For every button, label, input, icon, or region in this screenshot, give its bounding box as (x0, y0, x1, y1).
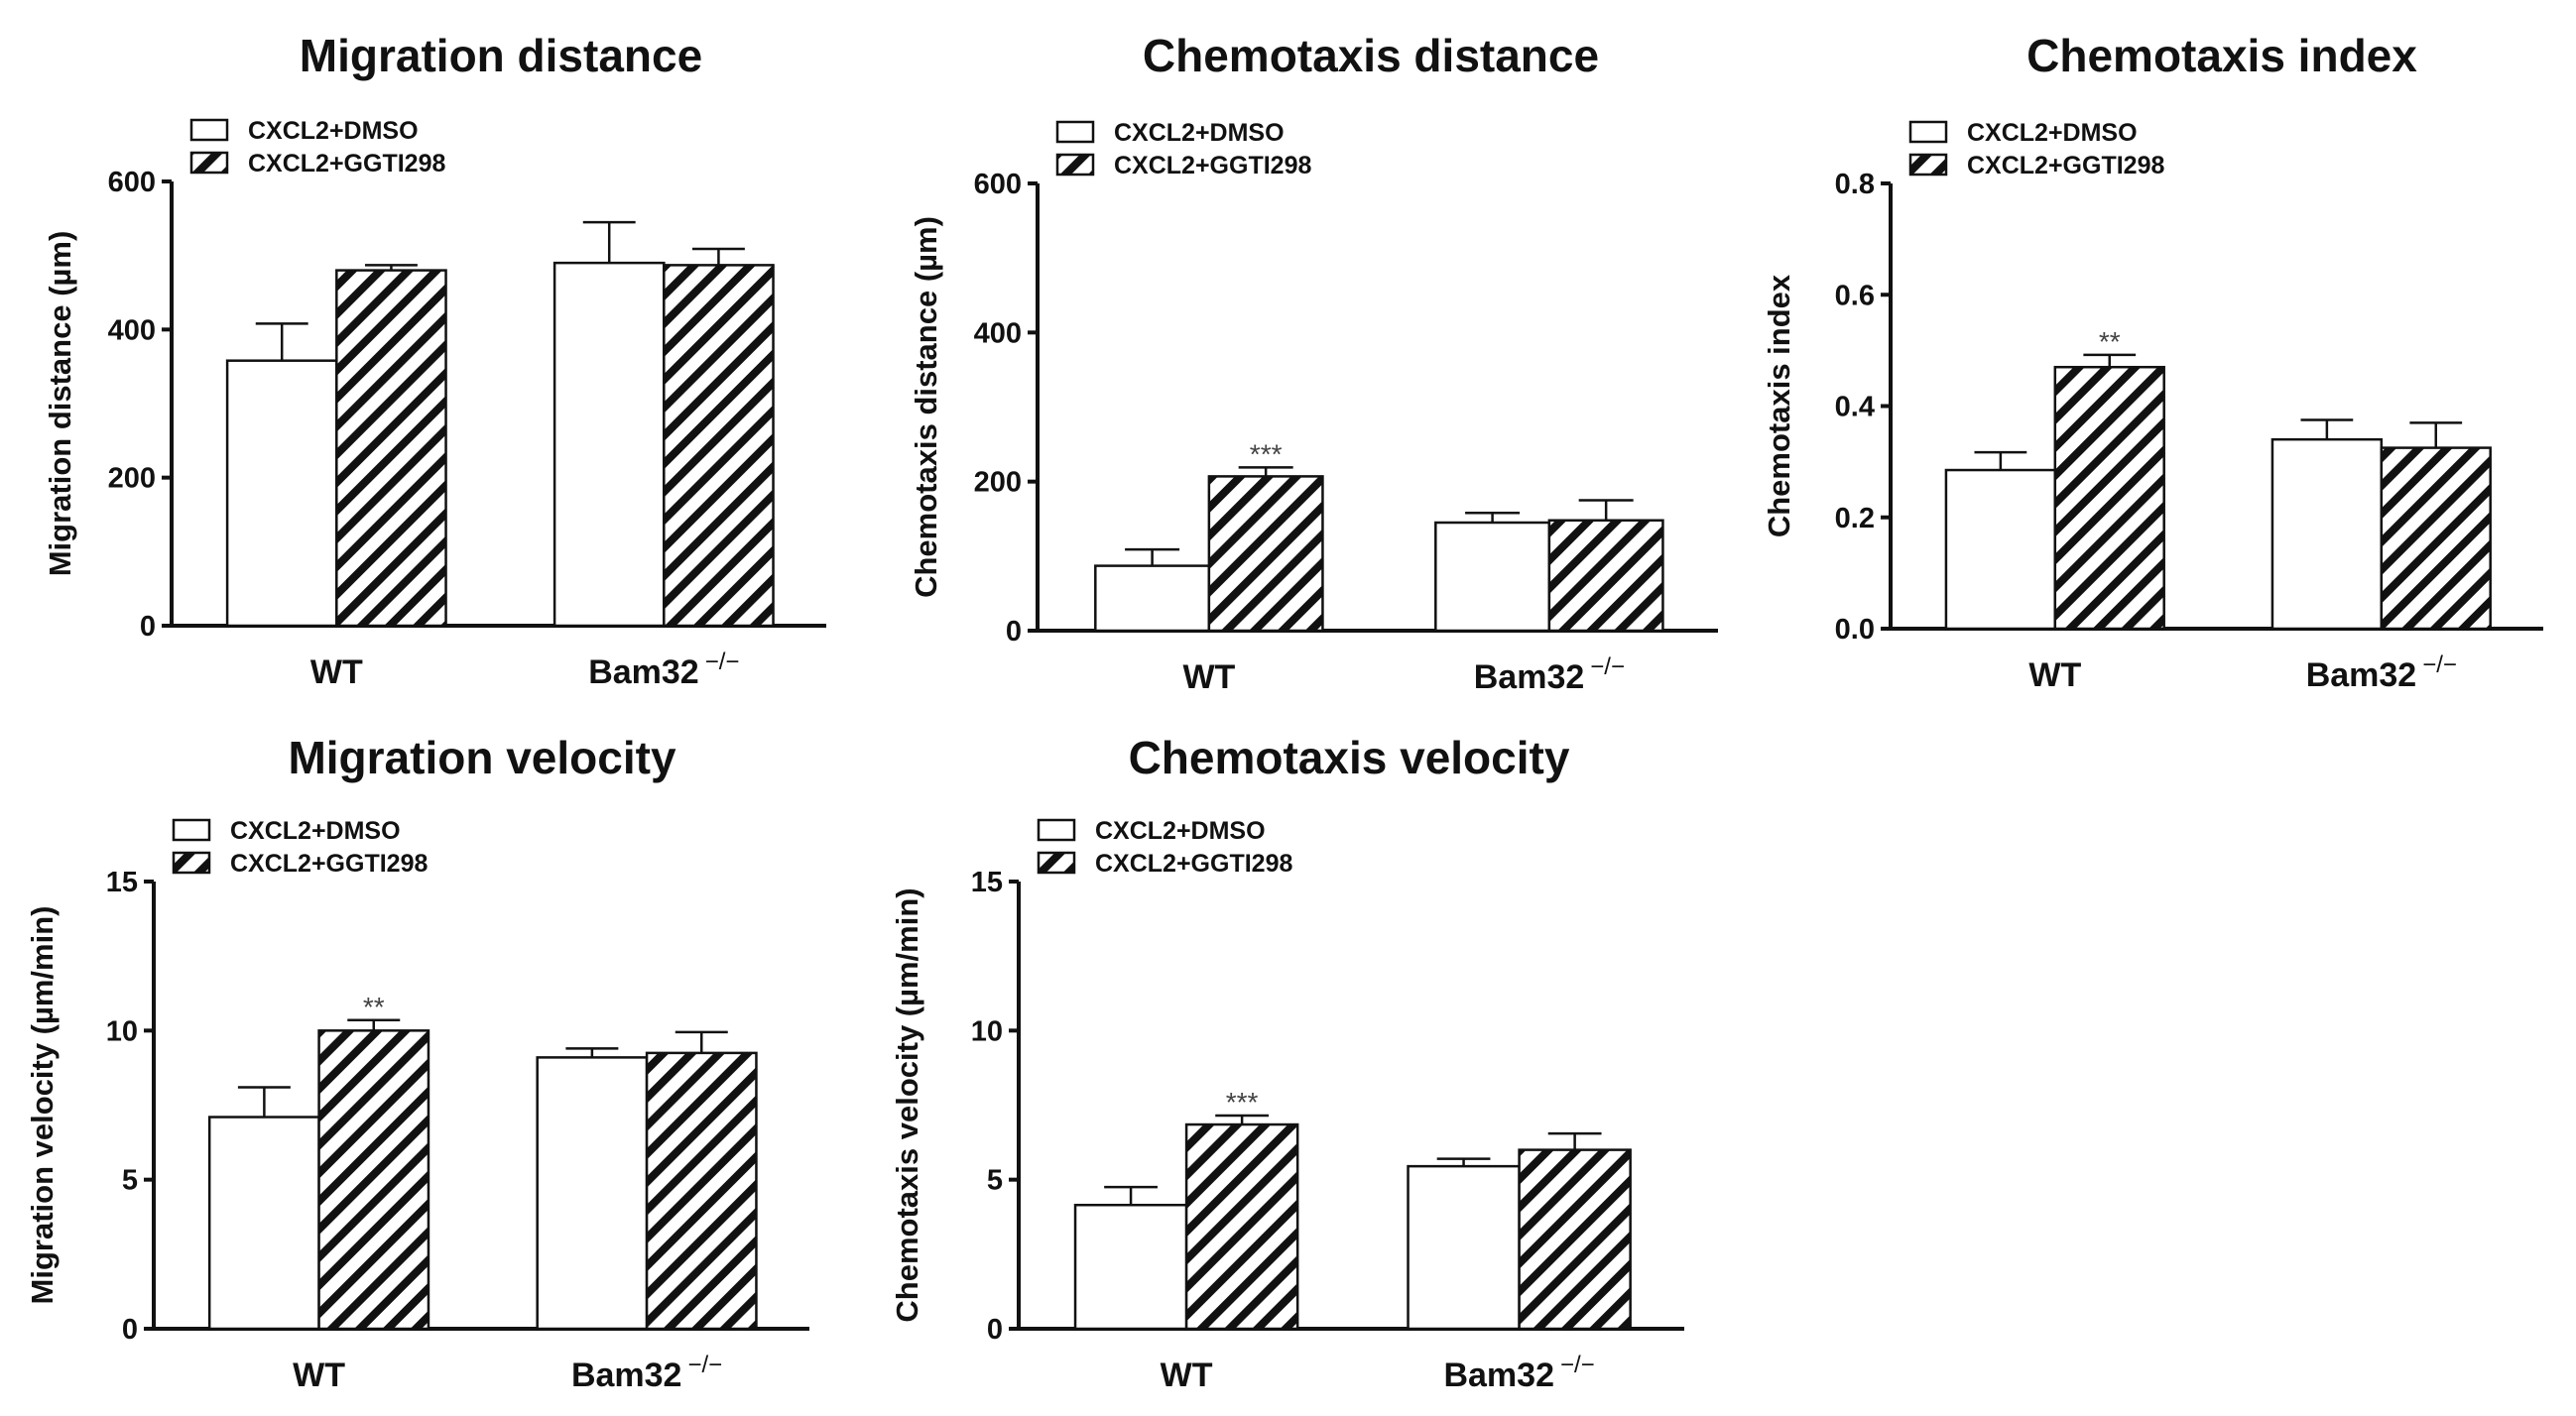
legend-swatch-hatched (189, 151, 229, 175)
bar-wt-ggti298 (317, 1029, 430, 1331)
bar-bam32-dmso (2270, 437, 2384, 631)
legend-swatch-open (1908, 120, 1948, 144)
chart-panel-1: Migration distance Migration distance (µm… (43, 30, 826, 691)
bar-bam32-ggti298 (645, 1051, 758, 1331)
legend-label: CXCL2+GGTI298 (1095, 850, 1292, 878)
y-tick-label: 5 (122, 1165, 138, 1197)
chart-title: Chemotaxis index (2026, 30, 2417, 81)
legend-swatch-open (189, 118, 229, 142)
legend-label: CXCL2+GGTI298 (1967, 152, 2164, 179)
bar-wt-dmso (1094, 564, 1211, 633)
y-axis-label: Chemotaxis distance (µm) (909, 216, 943, 598)
y-tick-label: 15 (106, 867, 138, 898)
y-tick-label: 600 (974, 169, 1022, 200)
legend-label: CXCL2+GGTI298 (1114, 152, 1311, 179)
legend-swatch-hatched (172, 851, 211, 875)
chart-title: Chemotaxis velocity (1129, 732, 1570, 783)
y-tick-label: 0.4 (1835, 392, 1875, 423)
legend-label: CXCL2+DMSO (1114, 119, 1285, 147)
bar-bam32-dmso (1434, 521, 1551, 633)
y-tick-label: 15 (971, 867, 1003, 898)
bar-bam32-ggti298 (2380, 446, 2492, 631)
significance-marker: *** (1250, 438, 1283, 469)
chart-panel-2: Chemotaxis distance Chemotaxis distance (… (909, 30, 1718, 696)
y-tick-label: 400 (974, 317, 1022, 349)
legend-label: CXCL2+GGTI298 (248, 150, 445, 177)
significance-marker: *** (1226, 1087, 1259, 1118)
legend-swatch-open (172, 818, 211, 842)
bar-wt-dmso (1944, 468, 2057, 631)
x-category-label: Bam32 −/− (1443, 1352, 1594, 1394)
legend-label: CXCL2+DMSO (1967, 119, 2138, 147)
y-axis-label: Migration velocity (µm/min) (25, 906, 60, 1305)
y-tick-label: 0 (122, 1314, 138, 1346)
y-tick-label: 10 (971, 1015, 1003, 1047)
bar-bam32-ggti298 (1518, 1148, 1632, 1331)
bar-bam32-ggti298 (663, 264, 775, 628)
x-category-label: WT (1182, 658, 1235, 696)
bar-wt-dmso (1073, 1203, 1188, 1331)
bar-bam32-dmso (536, 1056, 649, 1331)
x-category-label: WT (1161, 1357, 1213, 1394)
bar-bam32-ggti298 (1547, 519, 1664, 633)
y-tick-label: 0.2 (1835, 503, 1875, 534)
legend-label: CXCL2+GGTI298 (230, 850, 428, 878)
legend-label: CXCL2+DMSO (1095, 817, 1266, 845)
legend-label: CXCL2+DMSO (230, 817, 401, 845)
legend-label: CXCL2+DMSO (248, 117, 419, 145)
y-axis-label: Chemotaxis velocity (µm/min) (890, 887, 924, 1322)
x-category-label: Bam32 −/− (588, 649, 739, 691)
bar-bam32-dmso (552, 261, 666, 628)
y-tick-label: 0 (987, 1314, 1003, 1346)
y-axis-label: Chemotaxis index (1762, 274, 1796, 537)
y-tick-label: 400 (108, 314, 156, 346)
bar-wt-ggti298 (1207, 475, 1324, 633)
legend-swatch-open (1037, 818, 1076, 842)
significance-marker: ** (2099, 326, 2121, 357)
y-tick-label: 200 (108, 463, 156, 495)
bar-wt-ggti298 (335, 269, 447, 628)
legend-swatch-hatched (1037, 851, 1076, 875)
chart-title: Migration velocity (288, 732, 675, 783)
chart-title: Migration distance (300, 30, 702, 81)
chart-panel-3: Chemotaxis index Chemotaxis index 0.0 0.2 0.… (1762, 30, 2543, 694)
y-tick-label: 0.0 (1835, 614, 1875, 646)
significance-marker: ** (363, 992, 385, 1022)
y-tick-label: 600 (108, 167, 156, 198)
chart-panel-5: Chemotaxis velocity Chemotaxis velocity (… (890, 732, 1684, 1394)
x-category-label: Bam32 −/− (571, 1352, 722, 1394)
bar-bam32-dmso (1407, 1164, 1521, 1331)
bar-wt-ggti298 (1184, 1122, 1299, 1331)
y-tick-label: 0 (140, 611, 156, 643)
y-tick-label: 10 (106, 1015, 138, 1047)
chart-panel-4: Migration velocity Migration velocity (µm… (25, 732, 809, 1394)
bar-wt-dmso (207, 1116, 320, 1331)
legend-swatch-hatched (1908, 153, 1948, 177)
x-category-label: WT (2028, 656, 2081, 694)
x-category-label: WT (293, 1357, 345, 1394)
legend-swatch-open (1055, 120, 1095, 144)
y-axis-label: Migration distance (µm) (43, 231, 77, 577)
chart-title: Chemotaxis distance (1143, 30, 1599, 81)
bar-wt-ggti298 (2053, 365, 2165, 631)
legend-swatch-hatched (1055, 153, 1095, 177)
x-category-label: Bam32 −/− (2306, 651, 2457, 694)
y-tick-label: 0.8 (1835, 169, 1875, 200)
y-tick-label: 200 (974, 467, 1022, 499)
y-tick-label: 0 (1006, 616, 1022, 648)
y-tick-label: 5 (987, 1165, 1003, 1197)
x-category-label: WT (310, 653, 363, 691)
y-tick-label: 0.6 (1835, 280, 1875, 311)
bar-wt-dmso (225, 359, 338, 628)
x-category-label: Bam32 −/− (1474, 653, 1625, 696)
